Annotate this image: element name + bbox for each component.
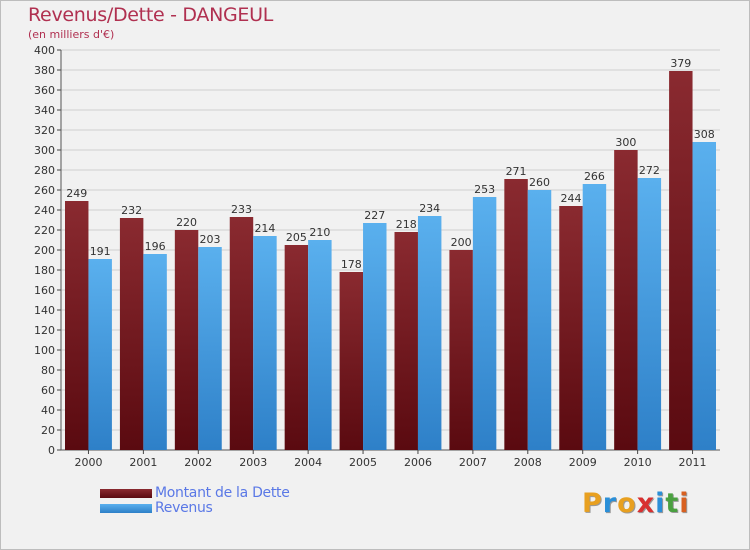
data-label: 233	[231, 203, 252, 216]
dette-bar	[65, 201, 89, 450]
data-label: 308	[694, 128, 715, 141]
y-tick-label: 0	[48, 444, 55, 457]
revenus-bar	[363, 223, 387, 450]
x-tick-label: 2005	[349, 456, 377, 469]
x-tick-label: 2007	[459, 456, 487, 469]
data-label: 203	[200, 233, 221, 246]
y-tick-label: 340	[34, 104, 55, 117]
data-label: 178	[341, 258, 362, 271]
x-tick-label: 2003	[239, 456, 267, 469]
x-tick-label: 2001	[129, 456, 157, 469]
revenus-bar	[88, 259, 112, 450]
dette-bar	[394, 232, 418, 450]
dette-bar	[119, 218, 144, 450]
revenus-bar	[582, 184, 607, 450]
data-label: 271	[506, 165, 527, 178]
data-label: 300	[615, 136, 636, 149]
x-tick-label: 2009	[569, 456, 597, 469]
x-tick-label: 2008	[514, 456, 542, 469]
x-tick-label: 2011	[679, 456, 707, 469]
dette-bar	[229, 217, 254, 450]
data-label: 266	[584, 170, 605, 183]
data-label: 272	[639, 164, 660, 177]
x-tick-label: 2000	[74, 456, 102, 469]
dette-bar	[504, 179, 528, 450]
logo-letter: r	[602, 488, 618, 519]
data-label: 249	[66, 187, 87, 200]
y-tick-label: 360	[34, 84, 55, 97]
y-tick-label: 100	[34, 344, 55, 357]
x-tick-label: 2002	[184, 456, 212, 469]
data-label: 232	[121, 204, 142, 217]
data-label: 214	[254, 222, 275, 235]
revenus-bar	[308, 240, 332, 450]
revenus-bar	[472, 197, 497, 450]
legend-swatch-revenus	[100, 504, 152, 513]
y-tick-label: 160	[34, 284, 55, 297]
y-tick-label: 400	[34, 44, 55, 57]
chart-subtitle: (en milliers d'€)	[28, 28, 115, 41]
data-label: 253	[474, 183, 495, 196]
revenus-bar	[143, 254, 167, 450]
data-label: 200	[451, 236, 472, 249]
y-tick-label: 40	[41, 404, 55, 417]
y-tick-label: 180	[34, 264, 55, 277]
y-tick-label: 200	[34, 244, 55, 257]
y-tick-label: 140	[34, 304, 55, 317]
chart-title: Revenus/Dette - DANGEUL	[28, 4, 274, 26]
legend-label-revenus: Revenus	[155, 500, 213, 516]
proxiti-logo: Proxiti	[582, 488, 690, 519]
x-tick-label: 2004	[294, 456, 322, 469]
dette-bar	[559, 206, 583, 450]
revenus-bar	[253, 236, 277, 450]
data-label: 379	[670, 57, 691, 70]
y-tick-label: 60	[41, 384, 55, 397]
dette-bar	[614, 150, 638, 450]
revenus-bar	[527, 190, 552, 450]
revenus-bar	[637, 178, 662, 450]
x-tick-label: 2006	[404, 456, 432, 469]
data-label: 220	[176, 216, 197, 229]
data-label: 205	[286, 231, 307, 244]
data-label: 227	[364, 209, 385, 222]
y-tick-label: 80	[41, 364, 55, 377]
revenus-bar	[198, 247, 222, 450]
logo-letter: t	[665, 488, 680, 519]
revenus-bar	[692, 142, 716, 450]
dette-bar	[339, 272, 364, 450]
legend-swatch-dette	[100, 489, 152, 498]
y-tick-label: 260	[34, 184, 55, 197]
revenus-bar	[417, 216, 442, 450]
y-tick-label: 280	[34, 164, 55, 177]
dette-bar	[449, 250, 473, 450]
logo-letter: i	[655, 488, 666, 519]
logo-letter: i	[679, 488, 690, 519]
data-label: 210	[309, 226, 330, 239]
y-tick-label: 320	[34, 124, 55, 137]
legend-label-dette: Montant de la Dette	[155, 485, 290, 501]
logo-letter: o	[617, 488, 637, 519]
dette-bar	[669, 71, 693, 450]
data-label: 244	[560, 192, 581, 205]
logo-letter: x	[636, 488, 656, 519]
data-label: 234	[419, 202, 440, 215]
y-tick-label: 120	[34, 324, 55, 337]
data-label: 191	[90, 245, 111, 258]
y-tick-label: 240	[34, 204, 55, 217]
dette-bar	[174, 230, 199, 450]
y-tick-label: 20	[41, 424, 55, 437]
dette-bar	[284, 245, 309, 450]
y-tick-label: 300	[34, 144, 55, 157]
data-label: 218	[396, 218, 417, 231]
data-label: 260	[529, 176, 550, 189]
y-tick-label: 380	[34, 64, 55, 77]
y-tick-label: 220	[34, 224, 55, 237]
logo-letter: P	[582, 488, 603, 519]
data-label: 196	[145, 240, 166, 253]
x-tick-label: 2010	[624, 456, 652, 469]
